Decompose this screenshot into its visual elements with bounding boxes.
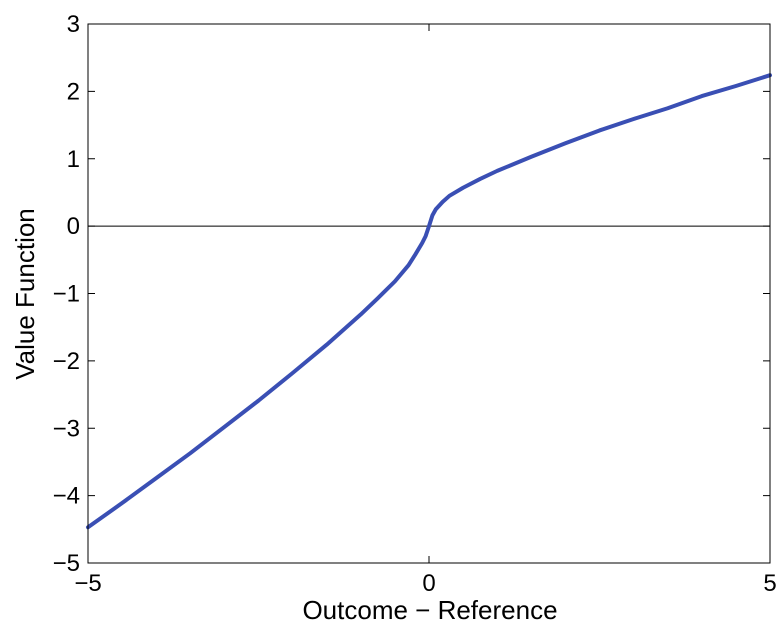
y-tick-label: −3 — [53, 415, 80, 442]
x-tick-label: 0 — [422, 570, 435, 597]
plot-background — [88, 24, 770, 563]
x-axis-label: Outcome − Reference — [302, 595, 557, 625]
y-tick-label: 3 — [67, 11, 80, 38]
y-tick-label: −4 — [53, 483, 80, 510]
y-tick-label: 0 — [67, 213, 80, 240]
x-tick-label: 5 — [763, 570, 776, 597]
tick-marks — [87, 23, 771, 564]
y-tick-label: −5 — [53, 550, 80, 577]
y-tick-label: −1 — [53, 281, 80, 308]
tick-labels: −5 0 5 −5 −4 −3 −2 −1 0 1 2 3 — [53, 11, 777, 597]
y-axis-label: Value Function — [10, 208, 40, 380]
y-tick-label: 2 — [67, 78, 80, 105]
series-line-0 — [86, 73, 772, 530]
plot-area — [86, 23, 772, 564]
x-tick-label: −5 — [74, 570, 101, 597]
y-tick-label: 1 — [67, 146, 80, 173]
y-tick-label: −2 — [53, 348, 80, 375]
